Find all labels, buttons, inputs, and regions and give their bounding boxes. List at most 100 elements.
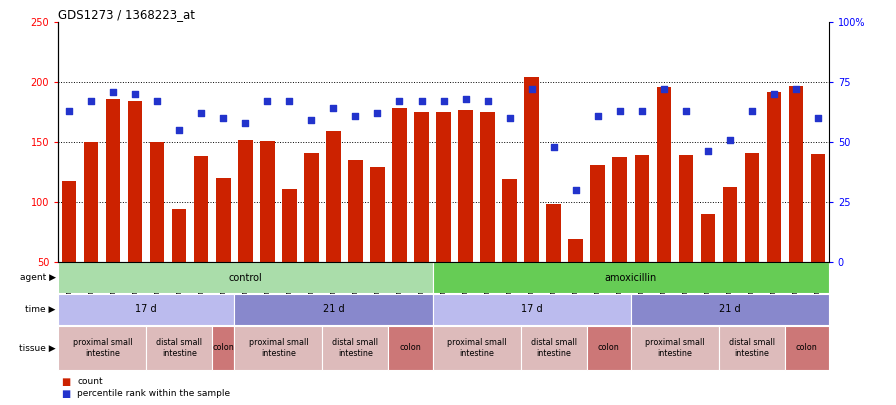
Text: ■: ■ xyxy=(61,377,70,386)
Bar xyxy=(62,181,76,322)
Point xyxy=(392,98,407,104)
Bar xyxy=(433,326,521,370)
Bar xyxy=(678,155,693,322)
Point xyxy=(745,108,759,114)
Text: 17 d: 17 d xyxy=(521,305,542,314)
Bar xyxy=(811,154,825,322)
Point xyxy=(767,91,781,97)
Bar xyxy=(785,326,829,370)
Point xyxy=(613,108,627,114)
Text: tissue ▶: tissue ▶ xyxy=(19,343,56,352)
Bar xyxy=(323,326,389,370)
Bar xyxy=(521,326,587,370)
Point xyxy=(701,148,715,155)
Text: ■: ■ xyxy=(61,389,70,399)
Bar xyxy=(568,239,582,322)
Bar xyxy=(172,209,186,322)
Bar xyxy=(524,77,538,322)
Bar xyxy=(370,167,384,322)
Text: 21 d: 21 d xyxy=(323,305,344,314)
Text: agent ▶: agent ▶ xyxy=(20,273,56,282)
Bar xyxy=(433,262,829,293)
Bar xyxy=(436,112,451,322)
Point xyxy=(260,98,274,104)
Point xyxy=(282,98,297,104)
Bar xyxy=(58,262,433,293)
Point xyxy=(459,96,473,102)
Point xyxy=(62,108,76,114)
Bar xyxy=(194,156,209,322)
Text: distal small
intestine: distal small intestine xyxy=(530,338,577,358)
Bar xyxy=(235,326,323,370)
Bar xyxy=(745,153,759,322)
Text: GDS1273 / 1368223_at: GDS1273 / 1368223_at xyxy=(58,8,195,21)
Text: control: control xyxy=(228,273,263,283)
Bar xyxy=(480,112,495,322)
Bar xyxy=(58,294,235,325)
Bar xyxy=(503,179,517,322)
Point xyxy=(370,110,384,117)
Text: proximal small
intestine: proximal small intestine xyxy=(645,338,704,358)
Bar xyxy=(305,153,319,322)
Bar xyxy=(613,158,627,322)
Text: distal small
intestine: distal small intestine xyxy=(728,338,775,358)
Point xyxy=(568,187,582,193)
Point xyxy=(722,136,737,143)
Bar xyxy=(151,142,165,322)
Bar xyxy=(58,262,829,265)
Text: colon: colon xyxy=(400,343,421,352)
Text: 21 d: 21 d xyxy=(719,305,740,314)
Point xyxy=(657,86,671,92)
Text: proximal small
intestine: proximal small intestine xyxy=(447,338,506,358)
Text: percentile rank within the sample: percentile rank within the sample xyxy=(77,389,230,398)
Text: proximal small
intestine: proximal small intestine xyxy=(73,338,132,358)
Bar xyxy=(282,189,297,322)
Point xyxy=(811,115,825,121)
Text: proximal small
intestine: proximal small intestine xyxy=(249,338,308,358)
Bar xyxy=(631,326,719,370)
Bar xyxy=(349,160,363,322)
Bar xyxy=(58,326,146,370)
Text: count: count xyxy=(77,377,103,386)
Point xyxy=(349,112,363,119)
Bar xyxy=(788,86,803,322)
Point xyxy=(194,110,209,117)
Bar xyxy=(146,326,212,370)
Point xyxy=(172,127,186,133)
Bar xyxy=(634,155,649,322)
Point xyxy=(305,117,319,124)
Bar xyxy=(235,294,433,325)
Bar xyxy=(106,99,120,322)
Bar xyxy=(216,178,230,322)
Bar xyxy=(212,326,235,370)
Point xyxy=(634,108,649,114)
Point xyxy=(414,98,428,104)
Bar xyxy=(590,165,605,322)
Bar xyxy=(84,142,99,322)
Bar xyxy=(260,141,274,322)
Bar xyxy=(701,214,715,322)
Bar xyxy=(238,140,253,322)
Text: amoxicillin: amoxicillin xyxy=(605,273,657,283)
Bar xyxy=(459,110,473,322)
Point xyxy=(106,88,120,95)
Point xyxy=(436,98,451,104)
Text: colon: colon xyxy=(598,343,619,352)
Bar xyxy=(128,101,142,322)
Bar xyxy=(389,326,433,370)
Bar xyxy=(587,326,631,370)
Text: colon: colon xyxy=(796,343,818,352)
Text: time ▶: time ▶ xyxy=(25,305,56,314)
Point xyxy=(326,105,340,112)
Text: distal small
intestine: distal small intestine xyxy=(332,338,378,358)
Bar xyxy=(392,109,407,322)
Bar xyxy=(414,112,428,322)
Text: distal small
intestine: distal small intestine xyxy=(156,338,202,358)
Point xyxy=(524,86,538,92)
Bar xyxy=(657,87,671,322)
Bar xyxy=(722,188,737,322)
Point xyxy=(547,143,561,150)
Point xyxy=(151,98,165,104)
Bar xyxy=(719,326,785,370)
Point xyxy=(238,119,253,126)
